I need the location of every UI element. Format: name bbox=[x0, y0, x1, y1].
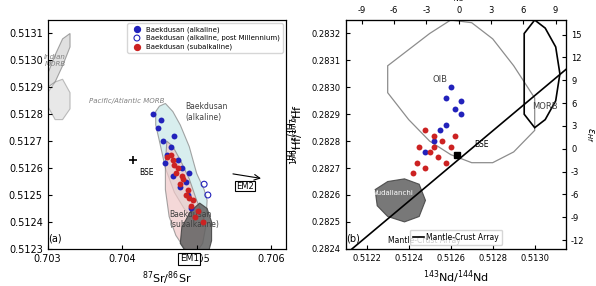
Polygon shape bbox=[375, 179, 426, 222]
Text: Mantle-Crust Array: Mantle-Crust Array bbox=[387, 237, 461, 245]
Point bbox=[166, 144, 175, 149]
Polygon shape bbox=[156, 104, 207, 222]
Point bbox=[457, 98, 466, 103]
Point bbox=[414, 144, 424, 149]
Point bbox=[159, 139, 168, 144]
X-axis label: $^{87}$Sr/$^{86}$Sr: $^{87}$Sr/$^{86}$Sr bbox=[142, 269, 192, 286]
Text: EM1: EM1 bbox=[179, 254, 199, 263]
Point bbox=[186, 203, 195, 208]
Text: Pacific/Atlantic MORB: Pacific/Atlantic MORB bbox=[89, 98, 164, 104]
Point bbox=[429, 144, 439, 149]
Point bbox=[203, 193, 213, 197]
Point bbox=[173, 158, 183, 162]
Point bbox=[185, 171, 194, 176]
Point bbox=[181, 193, 190, 197]
Polygon shape bbox=[48, 79, 70, 120]
Point bbox=[168, 174, 178, 178]
Text: MORB: MORB bbox=[533, 102, 558, 111]
Point bbox=[168, 158, 178, 162]
Point bbox=[436, 128, 445, 133]
Text: EM2: EM2 bbox=[236, 182, 254, 190]
Legend: Mantle-Crust Array: Mantle-Crust Array bbox=[409, 230, 502, 245]
Point bbox=[153, 125, 163, 130]
Polygon shape bbox=[166, 141, 206, 254]
Text: Wudalianchi: Wudalianchi bbox=[179, 252, 222, 258]
Y-axis label: $^{176}$Hf/$^{177}$Hf: $^{176}$Hf/$^{177}$Hf bbox=[283, 108, 297, 161]
Text: (b): (b) bbox=[346, 233, 359, 243]
Point bbox=[425, 150, 434, 154]
Point bbox=[457, 112, 466, 116]
Point bbox=[194, 209, 203, 213]
Y-axis label: $\varepsilon_{Hf}$: $\varepsilon_{Hf}$ bbox=[584, 127, 595, 142]
Point bbox=[188, 198, 198, 203]
Polygon shape bbox=[181, 203, 212, 262]
Point bbox=[171, 171, 181, 176]
Point bbox=[191, 214, 200, 219]
Point bbox=[442, 96, 451, 100]
Point bbox=[186, 206, 195, 211]
Point bbox=[185, 195, 194, 200]
Point bbox=[183, 187, 193, 192]
Point bbox=[421, 128, 430, 133]
Point bbox=[408, 171, 418, 176]
Point bbox=[149, 112, 159, 116]
Point bbox=[421, 166, 430, 170]
Point bbox=[177, 166, 187, 170]
Point bbox=[161, 160, 170, 165]
Point bbox=[162, 155, 172, 160]
Text: OIB: OIB bbox=[433, 75, 448, 84]
Point bbox=[170, 163, 179, 168]
Text: Wudalianchi: Wudalianchi bbox=[371, 190, 414, 196]
Point bbox=[166, 152, 175, 157]
Point bbox=[433, 155, 443, 160]
Point bbox=[421, 150, 430, 154]
Polygon shape bbox=[48, 33, 70, 87]
Y-axis label: $^{143}$Nd/$^{144}$Nd: $^{143}$Nd/$^{144}$Nd bbox=[0, 101, 3, 168]
Point bbox=[412, 160, 422, 165]
Point bbox=[450, 107, 460, 111]
Point bbox=[177, 174, 187, 178]
Point bbox=[170, 134, 179, 138]
Text: Baekdusan
(subalkaline): Baekdusan (subalkaline) bbox=[169, 210, 219, 229]
Point bbox=[183, 193, 193, 197]
Point bbox=[199, 182, 209, 186]
Point bbox=[181, 179, 190, 184]
Point bbox=[429, 134, 439, 138]
Point bbox=[173, 166, 183, 170]
Text: BSE: BSE bbox=[139, 168, 154, 177]
Text: (a): (a) bbox=[48, 233, 61, 243]
Point bbox=[198, 220, 207, 224]
X-axis label: $^{143}$Nd/$^{144}$Nd: $^{143}$Nd/$^{144}$Nd bbox=[423, 268, 489, 286]
Point bbox=[437, 139, 447, 144]
Point bbox=[162, 152, 172, 157]
Point bbox=[442, 160, 451, 165]
X-axis label: $\varepsilon_{Nd}$: $\varepsilon_{Nd}$ bbox=[448, 0, 464, 4]
Legend: Baekdusan (alkaline), Baekdusan (alkaline, post Millennium), Baekdusan (subalkal: Baekdusan (alkaline), Baekdusan (alkalin… bbox=[127, 23, 283, 53]
Point bbox=[176, 182, 185, 186]
Point bbox=[176, 185, 185, 189]
Point bbox=[446, 85, 455, 90]
Point bbox=[179, 176, 188, 181]
Point bbox=[450, 134, 460, 138]
Point bbox=[442, 123, 451, 127]
Point bbox=[429, 139, 439, 144]
Text: Baekdusan
(alkaline): Baekdusan (alkaline) bbox=[185, 102, 228, 122]
Text: BSE: BSE bbox=[474, 140, 488, 149]
Point bbox=[446, 144, 455, 149]
Y-axis label: $^{176}$Hf/$^{177}$Hf: $^{176}$Hf/$^{177}$Hf bbox=[288, 104, 306, 165]
Text: Indian
MORB: Indian MORB bbox=[44, 54, 66, 67]
Point bbox=[156, 117, 166, 122]
